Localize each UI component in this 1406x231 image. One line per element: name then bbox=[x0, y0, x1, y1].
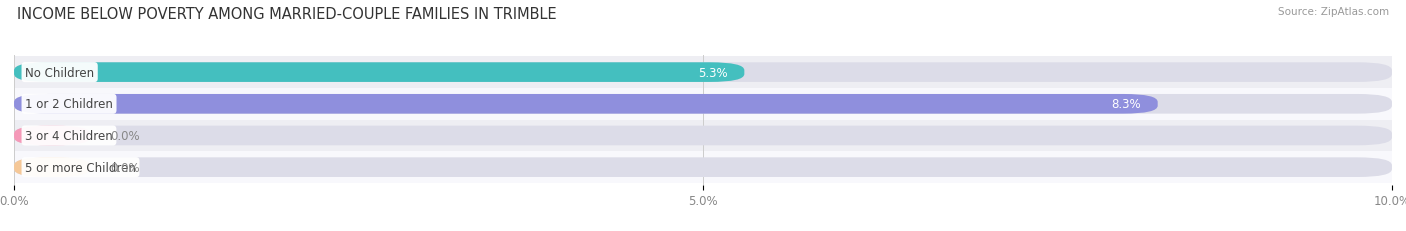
FancyBboxPatch shape bbox=[14, 158, 90, 177]
Text: INCOME BELOW POVERTY AMONG MARRIED-COUPLE FAMILIES IN TRIMBLE: INCOME BELOW POVERTY AMONG MARRIED-COUPL… bbox=[17, 7, 557, 22]
Text: 8.3%: 8.3% bbox=[1112, 98, 1142, 111]
Text: No Children: No Children bbox=[25, 66, 94, 79]
Bar bbox=[14, 120, 1392, 152]
Text: 0.0%: 0.0% bbox=[111, 161, 141, 174]
FancyBboxPatch shape bbox=[14, 158, 1392, 177]
Text: 5.3%: 5.3% bbox=[699, 66, 728, 79]
Bar bbox=[14, 57, 1392, 88]
Bar bbox=[14, 88, 1392, 120]
FancyBboxPatch shape bbox=[14, 63, 744, 82]
Text: 5 or more Children: 5 or more Children bbox=[25, 161, 136, 174]
FancyBboxPatch shape bbox=[14, 126, 90, 146]
FancyBboxPatch shape bbox=[14, 63, 1392, 82]
FancyBboxPatch shape bbox=[14, 126, 1392, 146]
Text: 0.0%: 0.0% bbox=[111, 129, 141, 142]
Text: Source: ZipAtlas.com: Source: ZipAtlas.com bbox=[1278, 7, 1389, 17]
Text: 3 or 4 Children: 3 or 4 Children bbox=[25, 129, 112, 142]
Bar bbox=[14, 152, 1392, 183]
FancyBboxPatch shape bbox=[14, 94, 1157, 114]
FancyBboxPatch shape bbox=[14, 94, 1392, 114]
Text: 1 or 2 Children: 1 or 2 Children bbox=[25, 98, 112, 111]
